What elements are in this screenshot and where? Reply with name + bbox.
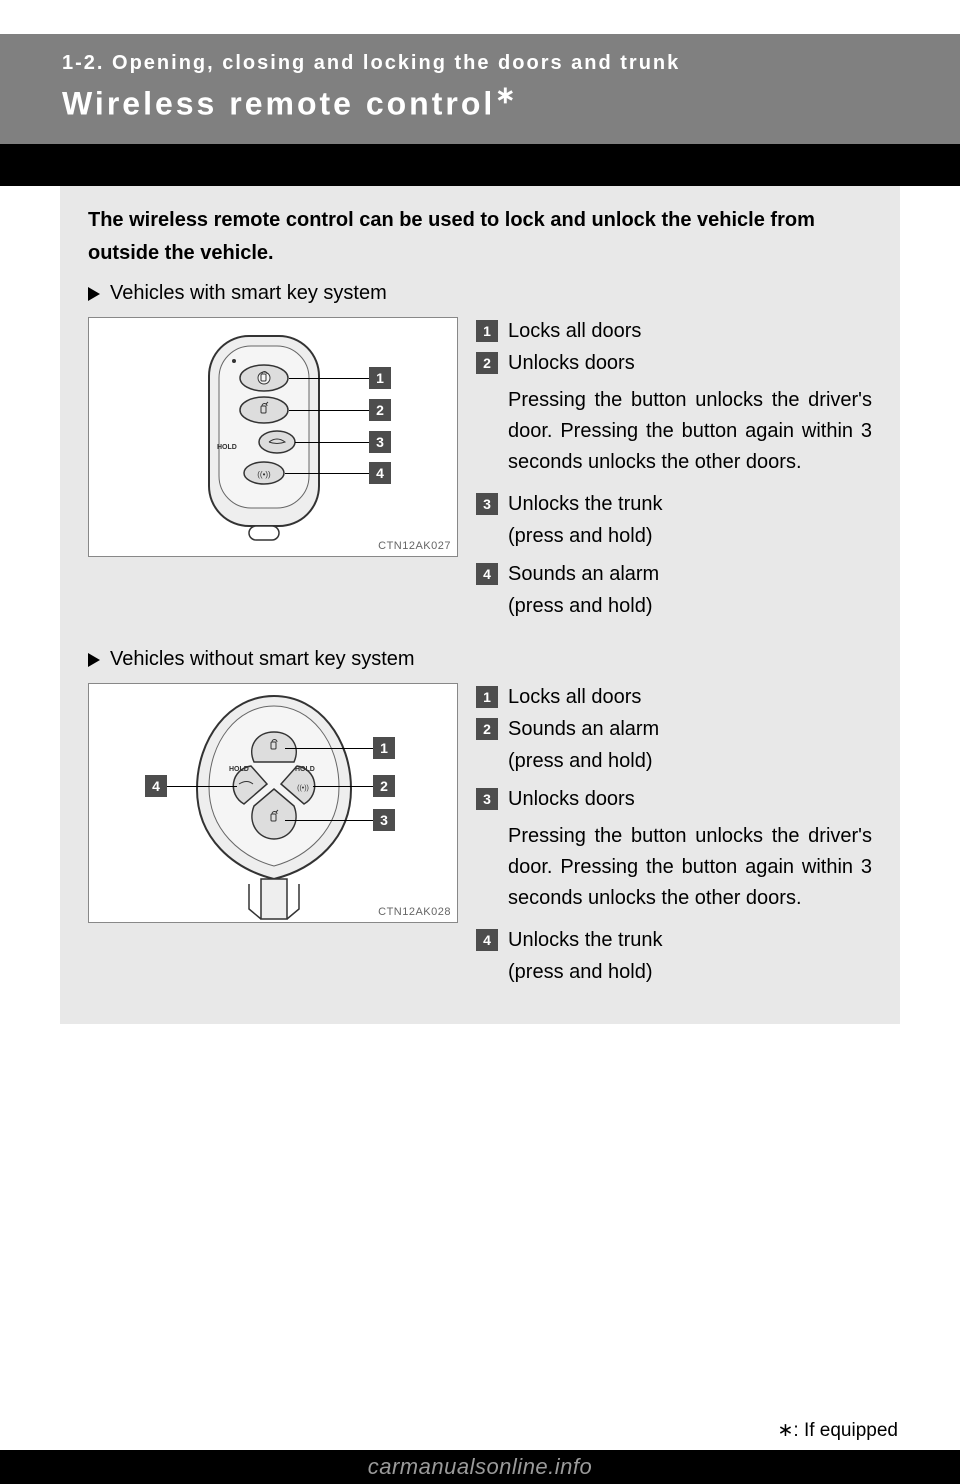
subhead-nosmart-label: Vehicles without smart key system	[110, 648, 415, 671]
header-band: 1-2. Opening, closing and locking the do…	[0, 34, 960, 144]
numbox: 2	[476, 352, 498, 374]
list-nosmart: 1 Locks all doors 2 Sounds an alarm (pre…	[476, 683, 872, 996]
subhead-smart-label: Vehicles with smart key system	[110, 282, 387, 305]
list-item: 4 Sounds an alarm	[476, 560, 872, 588]
callout-box: 3	[369, 431, 391, 453]
svg-text:((•)): ((•))	[297, 785, 309, 792]
item-description: Pressing the button unlocks the driver's…	[508, 385, 872, 478]
callout-box: 3	[373, 809, 395, 831]
item-label: Sounds an alarm	[508, 560, 872, 588]
item-label: Unlocks doors	[508, 785, 872, 813]
callout-box: 4	[369, 462, 391, 484]
callout-box: 1	[369, 367, 391, 389]
item-subtext: (press and hold)	[508, 958, 872, 986]
list-item: 2 Sounds an alarm	[476, 715, 872, 743]
figure-regular-key: ((•)) HOLD HOLD 1 2 3 4 CTN12AK028	[88, 683, 458, 923]
item-label: Locks all doors	[508, 317, 872, 345]
leader-line	[289, 378, 369, 379]
list-item: 1 Locks all doors	[476, 317, 872, 345]
callout-box: 2	[373, 775, 395, 797]
black-divider	[0, 144, 960, 186]
item-label: Sounds an alarm	[508, 715, 872, 743]
row-smart: ((•)) HOLD 1 2 3 4 CTN12AK027 1 L	[88, 317, 872, 630]
leader-line	[285, 473, 369, 474]
item-label: Locks all doors	[508, 683, 872, 711]
smart-key-svg: ((•))	[89, 318, 459, 558]
list-item: 3 Unlocks doors	[476, 785, 872, 813]
list-item: 1 Locks all doors	[476, 683, 872, 711]
manual-page: 1-2. Opening, closing and locking the do…	[0, 0, 960, 1484]
footnote: ∗: If equipped	[777, 1419, 898, 1442]
item-label: Unlocks doors	[508, 349, 872, 377]
list-item: 4 Unlocks the trunk	[476, 926, 872, 954]
numbox: 3	[476, 493, 498, 515]
leader-line	[285, 748, 373, 749]
svg-text:((•)): ((•))	[257, 470, 271, 479]
subhead-nosmart: Vehicles without smart key system	[88, 648, 872, 671]
leader-line	[167, 786, 237, 787]
hold-label: HOLD	[295, 766, 315, 773]
regular-key-svg: ((•))	[89, 684, 459, 924]
hold-label: HOLD	[217, 444, 237, 451]
content-box: The wireless remote control can be used …	[60, 186, 900, 1024]
item-label: Unlocks the trunk	[508, 926, 872, 954]
list-item: 3 Unlocks the trunk	[476, 490, 872, 518]
callout-box: 2	[369, 399, 391, 421]
item-subtext: (press and hold)	[508, 747, 872, 775]
figure-smart-key: ((•)) HOLD 1 2 3 4 CTN12AK027	[88, 317, 458, 557]
numbox: 3	[476, 788, 498, 810]
figure-id: CTN12AK027	[378, 540, 451, 552]
subhead-smart: Vehicles with smart key system	[88, 282, 872, 305]
item-description: Pressing the button unlocks the driver's…	[508, 821, 872, 914]
numbox: 1	[476, 686, 498, 708]
section-breadcrumb: 1-2. Opening, closing and locking the do…	[62, 52, 960, 75]
numbox: 1	[476, 320, 498, 342]
page-title: Wireless remote control∗	[62, 81, 960, 123]
numbox: 4	[476, 563, 498, 585]
hold-label: HOLD	[229, 766, 249, 773]
item-subtext: (press and hold)	[508, 522, 872, 550]
numbox: 4	[476, 929, 498, 951]
leader-line	[285, 820, 373, 821]
watermark: carmanualsonline.info	[0, 1450, 960, 1484]
item-subtext: (press and hold)	[508, 592, 872, 620]
triangle-icon	[88, 287, 100, 301]
numbox: 2	[476, 718, 498, 740]
intro-text: The wireless remote control can be used …	[88, 204, 872, 270]
callout-box: 4	[145, 775, 167, 797]
list-item: 2 Unlocks doors	[476, 349, 872, 377]
leader-line	[295, 442, 369, 443]
row-nosmart: ((•)) HOLD HOLD 1 2 3 4 CTN12AK028	[88, 683, 872, 996]
leader-line	[289, 410, 369, 411]
item-label: Unlocks the trunk	[508, 490, 872, 518]
figure-id: CTN12AK028	[378, 906, 451, 918]
callout-box: 1	[373, 737, 395, 759]
leader-line	[313, 786, 373, 787]
list-smart: 1 Locks all doors 2 Unlocks doors Pressi…	[476, 317, 872, 630]
triangle-icon	[88, 653, 100, 667]
